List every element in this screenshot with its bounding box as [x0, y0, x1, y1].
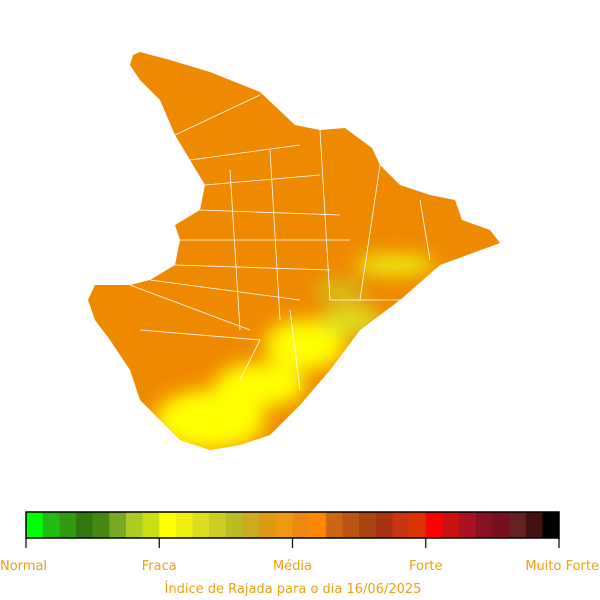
color-swatch — [392, 512, 410, 538]
color-swatch — [275, 512, 293, 538]
color-swatch — [342, 512, 360, 538]
color-swatch — [209, 512, 227, 538]
colorbar-label: Muito Forte — [525, 559, 599, 574]
color-swatch — [459, 512, 477, 538]
color-swatch — [492, 512, 510, 538]
colorbar: Normal Fraca Média Forte Muito Forte — [0, 511, 599, 574]
high-index-areas — [155, 255, 435, 450]
color-swatch — [92, 512, 110, 538]
color-swatch — [42, 512, 60, 538]
color-swatch — [542, 512, 560, 538]
color-swatch — [409, 512, 427, 538]
color-swatch — [375, 512, 393, 538]
color-swatch — [292, 512, 310, 538]
colorbar-label: Média — [273, 559, 312, 574]
colorbar-label: Forte — [409, 559, 442, 574]
color-swatch — [425, 512, 443, 538]
color-swatch — [525, 512, 543, 538]
color-swatch — [125, 512, 144, 538]
map — [88, 52, 500, 450]
color-swatch — [442, 512, 460, 538]
color-swatch — [59, 512, 77, 538]
color-swatch — [142, 512, 160, 538]
color-swatch — [325, 512, 343, 538]
color-swatch — [359, 512, 377, 538]
colorbar-label: Fraca — [142, 559, 177, 574]
colorbar-label: Normal — [0, 559, 47, 574]
color-swatch — [75, 512, 94, 538]
municipal-borders — [129, 94, 431, 391]
color-swatch — [259, 512, 277, 538]
color-swatch — [109, 512, 127, 538]
color-swatch — [26, 512, 44, 538]
color-swatch — [192, 512, 210, 538]
color-swatch — [225, 512, 244, 538]
color-swatch — [475, 512, 493, 538]
color-swatch — [242, 512, 260, 538]
caption: Índice de Rajada para o dia 16/06/2025 — [165, 581, 422, 597]
color-swatch — [159, 512, 177, 538]
color-swatch — [175, 512, 194, 538]
color-swatch — [509, 512, 527, 538]
color-swatch — [309, 512, 327, 538]
